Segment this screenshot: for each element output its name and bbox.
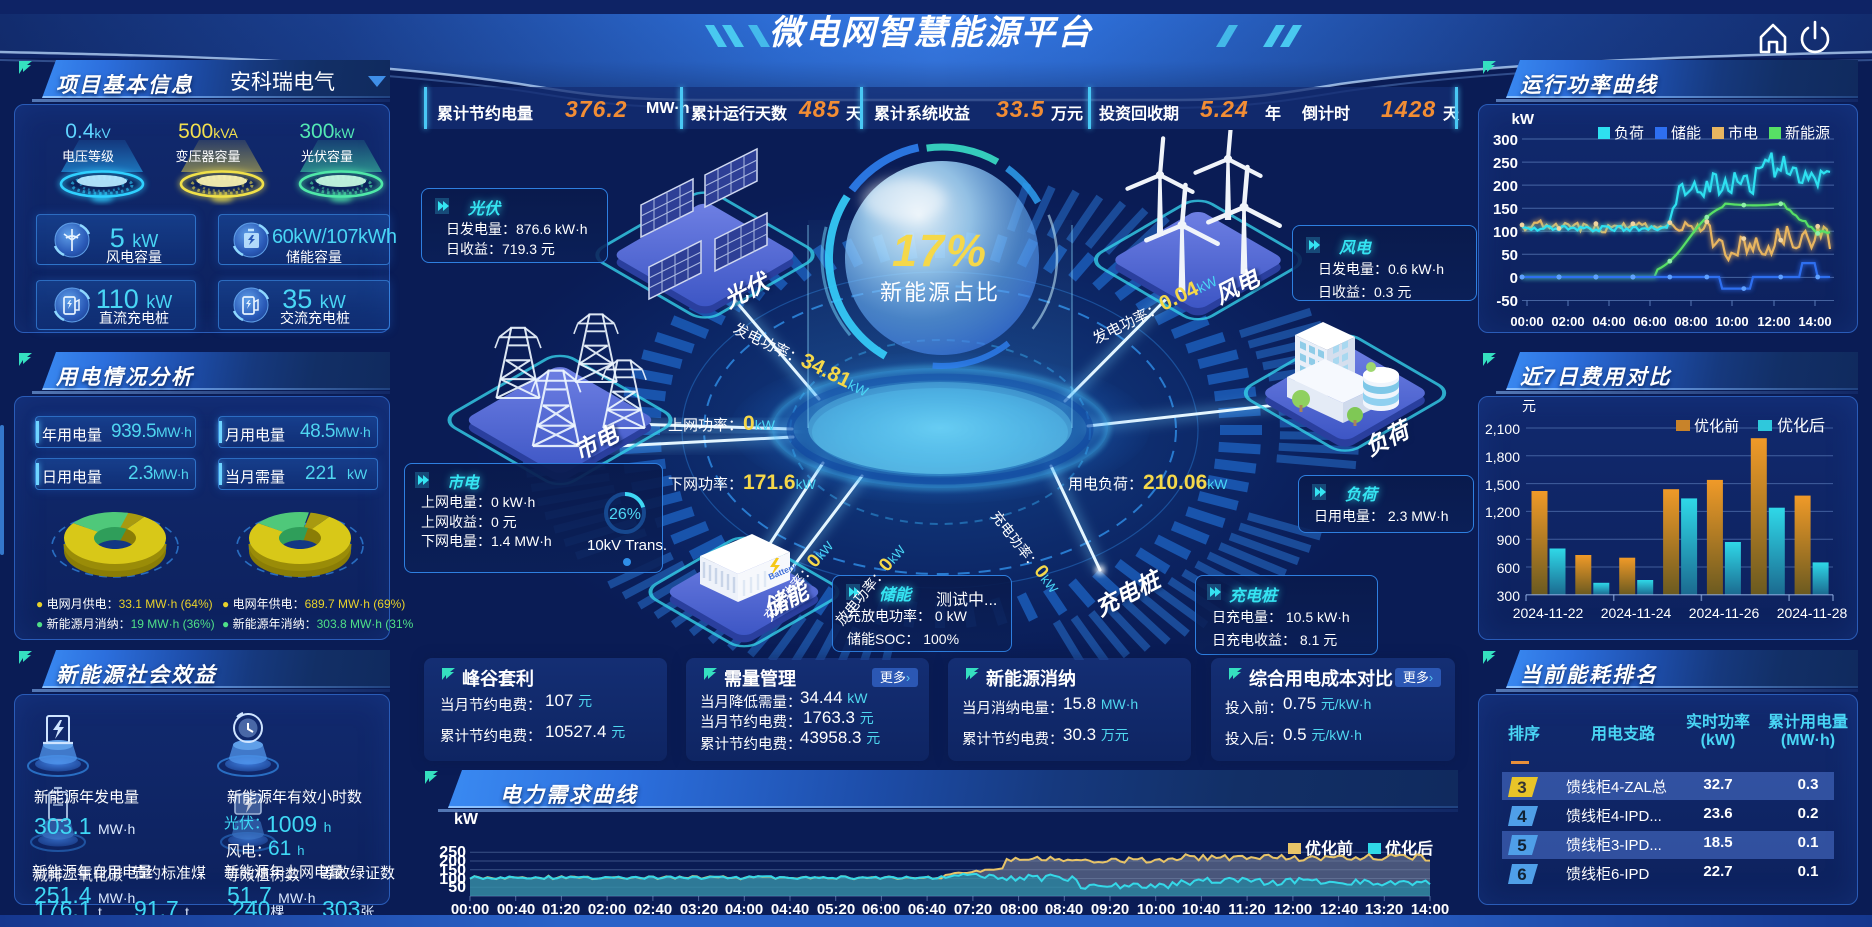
svg-text:900: 900 bbox=[1497, 532, 1521, 548]
svg-text:2024-11-28: 2024-11-28 bbox=[1777, 605, 1848, 621]
svg-text:11:20: 11:20 bbox=[1228, 901, 1266, 918]
svg-text:10:00: 10:00 bbox=[1715, 314, 1748, 329]
svg-text:6: 6 bbox=[1517, 865, 1526, 884]
svg-text:26%: 26% bbox=[609, 506, 641, 523]
svg-text:08:00: 08:00 bbox=[1000, 901, 1038, 918]
svg-text:08:40: 08:40 bbox=[1045, 901, 1083, 918]
svg-text:优化后: 优化后 bbox=[1777, 417, 1825, 435]
svg-text:04:00: 04:00 bbox=[725, 901, 763, 918]
svg-text:03:20: 03:20 bbox=[680, 901, 718, 918]
svg-text:12:00: 12:00 bbox=[1274, 901, 1312, 918]
svg-text:02:00: 02:00 bbox=[1551, 314, 1584, 329]
svg-text:2,100: 2,100 bbox=[1485, 421, 1520, 437]
svg-text:100: 100 bbox=[439, 871, 466, 888]
svg-text:元: 元 bbox=[1522, 398, 1536, 414]
svg-text:优化前: 优化前 bbox=[1305, 839, 1353, 858]
svg-text:00:00: 00:00 bbox=[451, 901, 489, 918]
svg-text:12:40: 12:40 bbox=[1320, 901, 1358, 918]
svg-text:优化前: 优化前 bbox=[1694, 418, 1739, 435]
svg-text:04:40: 04:40 bbox=[771, 901, 809, 918]
svg-text:5: 5 bbox=[1517, 836, 1526, 855]
svg-text:250: 250 bbox=[439, 844, 466, 861]
svg-text:100: 100 bbox=[1493, 224, 1518, 241]
svg-text:10:00: 10:00 bbox=[1137, 901, 1175, 918]
svg-text:0: 0 bbox=[1510, 270, 1518, 287]
svg-text:300: 300 bbox=[1497, 588, 1521, 604]
svg-text:-50: -50 bbox=[1496, 293, 1518, 310]
svg-text:06:00: 06:00 bbox=[862, 901, 900, 918]
svg-text:10:40: 10:40 bbox=[1182, 901, 1220, 918]
svg-text:200: 200 bbox=[439, 853, 466, 870]
svg-text:2024-11-22: 2024-11-22 bbox=[1513, 605, 1584, 621]
svg-text:02:00: 02:00 bbox=[588, 901, 626, 918]
svg-text:负荷: 负荷 bbox=[1614, 125, 1644, 142]
svg-text:kW: kW bbox=[454, 811, 479, 828]
svg-text:05:20: 05:20 bbox=[817, 901, 855, 918]
svg-text:600: 600 bbox=[1497, 560, 1521, 576]
svg-text:06:40: 06:40 bbox=[908, 901, 946, 918]
svg-text:新能源: 新能源 bbox=[1785, 125, 1830, 142]
svg-text:250: 250 bbox=[1493, 155, 1518, 172]
svg-text:市电: 市电 bbox=[1728, 125, 1758, 142]
svg-text:kW: kW bbox=[1512, 111, 1535, 128]
svg-text:150: 150 bbox=[439, 862, 466, 879]
svg-text:300: 300 bbox=[1493, 132, 1518, 149]
svg-text:50: 50 bbox=[448, 879, 466, 896]
svg-text:17%: 17% bbox=[892, 225, 988, 276]
svg-text:00:40: 00:40 bbox=[497, 901, 535, 918]
svg-text:2024-11-26: 2024-11-26 bbox=[1689, 605, 1760, 621]
svg-text:1,500: 1,500 bbox=[1485, 477, 1520, 493]
svg-text:02:40: 02:40 bbox=[634, 901, 672, 918]
svg-text:06:00: 06:00 bbox=[1633, 314, 1666, 329]
svg-text:储能: 储能 bbox=[1671, 125, 1701, 142]
svg-text:3: 3 bbox=[1517, 778, 1526, 797]
svg-text:14:00: 14:00 bbox=[1798, 314, 1831, 329]
svg-text:14:00: 14:00 bbox=[1411, 901, 1449, 918]
svg-text:微电网智慧能源平台: 微电网智慧能源平台 bbox=[769, 14, 1093, 52]
svg-text:150: 150 bbox=[1493, 201, 1518, 218]
svg-text:1,200: 1,200 bbox=[1485, 504, 1520, 520]
svg-text:新能源占比: 新能源占比 bbox=[880, 280, 1000, 305]
svg-text:08:00: 08:00 bbox=[1674, 314, 1707, 329]
svg-text:12:00: 12:00 bbox=[1757, 314, 1790, 329]
svg-text:09:20: 09:20 bbox=[1091, 901, 1129, 918]
svg-text:200: 200 bbox=[1493, 178, 1518, 195]
svg-text:04:00: 04:00 bbox=[1592, 314, 1625, 329]
svg-text:13:20: 13:20 bbox=[1365, 901, 1403, 918]
svg-text:07:20: 07:20 bbox=[954, 901, 992, 918]
svg-text:2024-11-24: 2024-11-24 bbox=[1601, 605, 1672, 621]
svg-text:50: 50 bbox=[1501, 247, 1518, 264]
svg-text:1,800: 1,800 bbox=[1485, 449, 1520, 465]
svg-text:01:20: 01:20 bbox=[542, 901, 580, 918]
svg-text:00:00: 00:00 bbox=[1510, 314, 1543, 329]
svg-text:优化后: 优化后 bbox=[1385, 839, 1433, 858]
svg-text:4: 4 bbox=[1517, 807, 1527, 826]
